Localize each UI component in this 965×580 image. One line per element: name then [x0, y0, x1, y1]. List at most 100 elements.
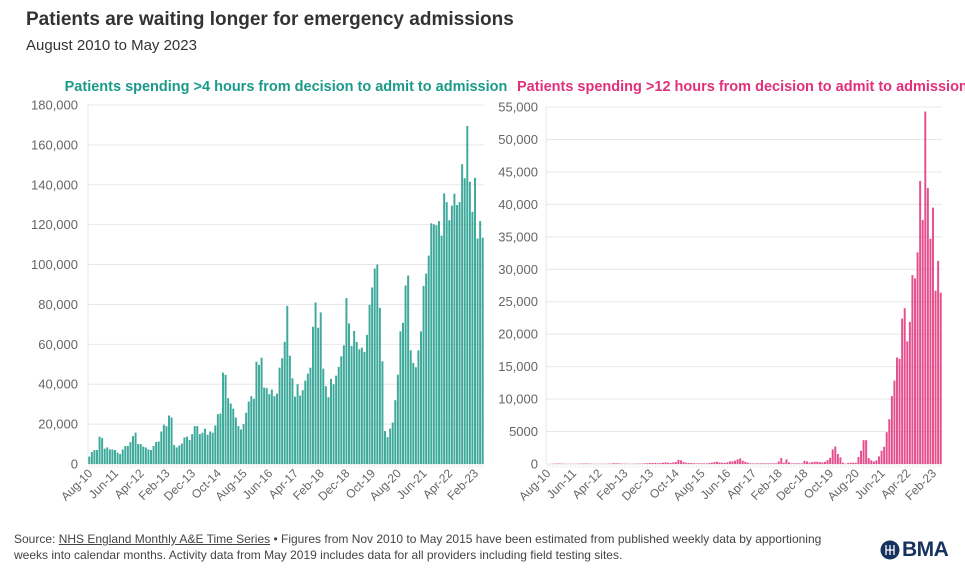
bar [682, 462, 685, 464]
bar [695, 463, 698, 464]
bar [204, 428, 206, 464]
bar [829, 457, 832, 464]
bar [306, 373, 309, 464]
bar [613, 463, 616, 464]
x-tick-label: Aug-10 [516, 466, 553, 503]
bar [659, 463, 662, 464]
bar [438, 221, 440, 464]
bar [165, 426, 168, 464]
y-tick-label: 40,000 [38, 377, 78, 392]
bar [878, 456, 880, 464]
bar [276, 393, 278, 464]
bar [386, 437, 389, 464]
bar [453, 193, 456, 464]
bar [353, 330, 356, 464]
bar [309, 367, 312, 464]
bar [144, 447, 147, 464]
bar [106, 447, 109, 464]
bar [234, 417, 237, 464]
bar [474, 177, 476, 464]
bar [754, 463, 757, 464]
bar [260, 357, 263, 464]
bar [842, 462, 844, 464]
bar [867, 458, 870, 464]
bar [556, 463, 559, 464]
bar [700, 463, 703, 464]
bar [456, 205, 458, 465]
bar [126, 446, 129, 464]
bar [119, 454, 122, 464]
bar [229, 403, 232, 464]
bar [129, 442, 132, 464]
bar [674, 462, 677, 464]
bar [389, 428, 392, 464]
bar [875, 460, 878, 464]
bar [723, 462, 726, 464]
footer-text: • Figures from Nov 2010 to May 2015 have… [14, 532, 822, 562]
bar [687, 463, 690, 464]
bar [417, 350, 420, 464]
bar [327, 397, 330, 464]
bar [173, 445, 176, 464]
bar [654, 463, 657, 464]
y-tick-label: 30,000 [498, 262, 538, 277]
bar [939, 292, 942, 464]
bar [378, 307, 381, 464]
bar [901, 318, 904, 464]
y-tick-label: 25,000 [498, 294, 538, 309]
bar [108, 449, 111, 464]
bar [150, 450, 152, 464]
bar [216, 414, 219, 464]
bar [268, 394, 271, 464]
bar [432, 224, 435, 464]
bar [317, 327, 320, 464]
bar [872, 461, 875, 464]
bar [404, 285, 407, 464]
bar [345, 298, 348, 464]
bar [342, 345, 345, 464]
bar [255, 361, 258, 464]
chart-title: Patients spending >12 hours from decisio… [517, 79, 965, 95]
bar [209, 431, 212, 464]
bar [826, 460, 829, 464]
bar [152, 446, 155, 464]
bar [852, 462, 855, 464]
bar [175, 447, 178, 464]
bar [180, 443, 183, 464]
bma-crest-icon [880, 540, 900, 560]
bar [240, 429, 242, 464]
bar [414, 367, 417, 464]
bar [780, 458, 783, 464]
bar [340, 356, 343, 464]
bar [785, 459, 788, 464]
bar [921, 219, 924, 464]
bar [376, 264, 379, 464]
bar [662, 462, 664, 464]
bar [139, 444, 142, 464]
bar [888, 419, 891, 464]
bar [132, 436, 134, 464]
bar [610, 463, 613, 464]
bar [782, 462, 785, 464]
source-link[interactable]: NHS England Monthly A&E Time Series [58, 532, 271, 546]
y-tick-label: 20,000 [498, 327, 538, 342]
bar [232, 408, 235, 464]
bar [718, 462, 721, 464]
bar [798, 463, 801, 464]
bar [162, 424, 165, 464]
bar [728, 461, 731, 464]
y-tick-label: 100,000 [31, 257, 78, 272]
bar [816, 461, 819, 464]
bar [219, 413, 222, 464]
bar [885, 432, 888, 464]
bar [155, 442, 158, 464]
bar [741, 460, 744, 464]
y-tick-label: 50,000 [498, 132, 538, 147]
bar [263, 387, 266, 464]
bar [584, 463, 587, 464]
y-tick-label: 5000 [509, 424, 538, 439]
bar [903, 308, 906, 464]
bar [644, 463, 646, 464]
bar [350, 345, 353, 464]
y-tick-label: 60,000 [38, 337, 78, 352]
